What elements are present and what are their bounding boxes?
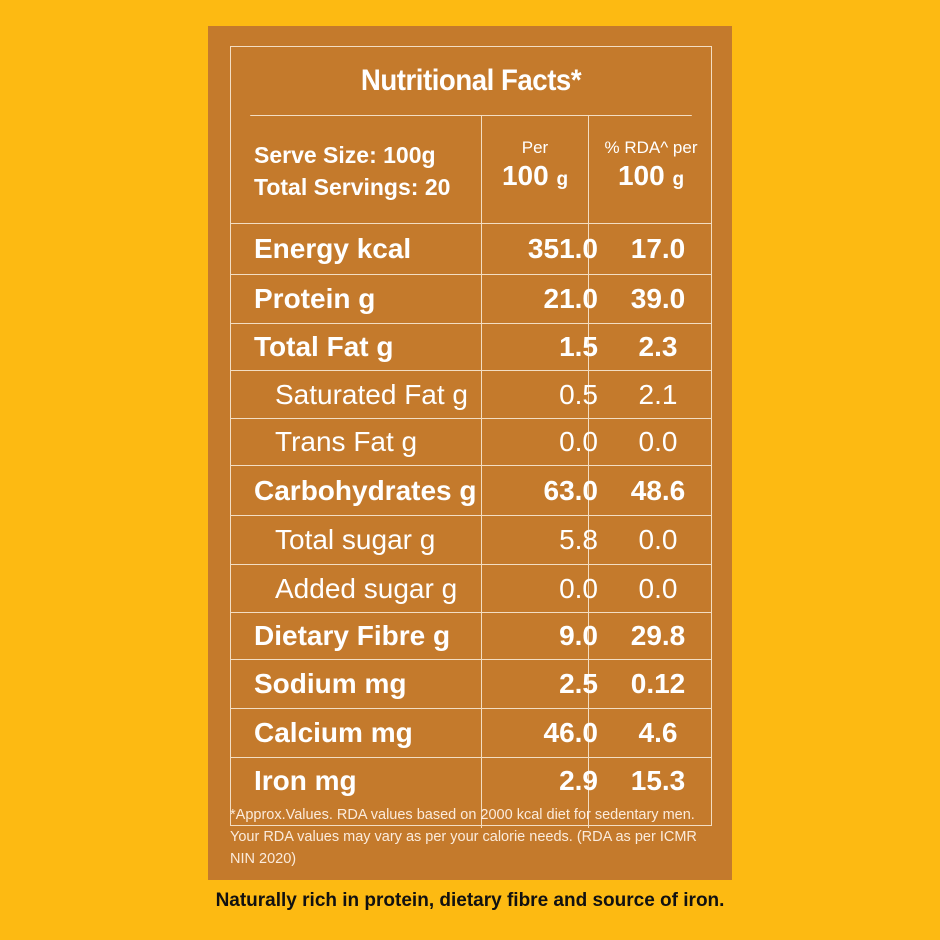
table-row: Trans Fat g 0.0 0.0 [231,419,711,466]
table-row: Protein g 21.0 39.0 [231,275,711,324]
nutrition-panel: Nutritional Facts* Serve Size: 100g Tota… [208,26,732,880]
table-row: Dietary Fibre g 9.0 29.8 [231,613,711,660]
nutrition-table: Nutritional Facts* Serve Size: 100g Tota… [230,46,712,828]
serving-info: Serve Size: 100g Total Servings: 20 [254,139,450,203]
table-row: Energy kcal 351.0 17.0 [231,224,711,275]
table-row: Calcium mg 46.0 4.6 [231,709,711,758]
footnote: *Approx.Values. RDA values based on 2000… [230,807,697,867]
column-divider [588,115,589,828]
table-row: Total sugar g 5.8 0.0 [231,516,711,565]
table-row: Total Fat g 1.5 2.3 [231,324,711,371]
rda-header: % RDA^ per 100 g [604,138,698,191]
serve-size: Serve Size: 100g [254,142,436,168]
per-100g-header: Per 100 g [501,138,569,191]
table-row: Iron mg 2.9 15.3 [254,765,686,796]
table-header: Serve Size: 100g Total Servings: 20 Per … [231,115,711,224]
table-title: Nutritional Facts* [250,47,692,116]
table-row: Carbohydrates g 63.0 48.6 [231,466,711,516]
tagline: Naturally rich in protein, dietary fibre… [215,890,725,911]
table-row: Saturated Fat g 0.5 2.1 [231,371,711,419]
column-divider [481,115,482,828]
table-row: Sodium mg 2.5 0.12 [231,660,711,709]
table-row: Added sugar g 0.0 0.0 [231,565,711,613]
total-servings: Total Servings: 20 [254,174,451,200]
